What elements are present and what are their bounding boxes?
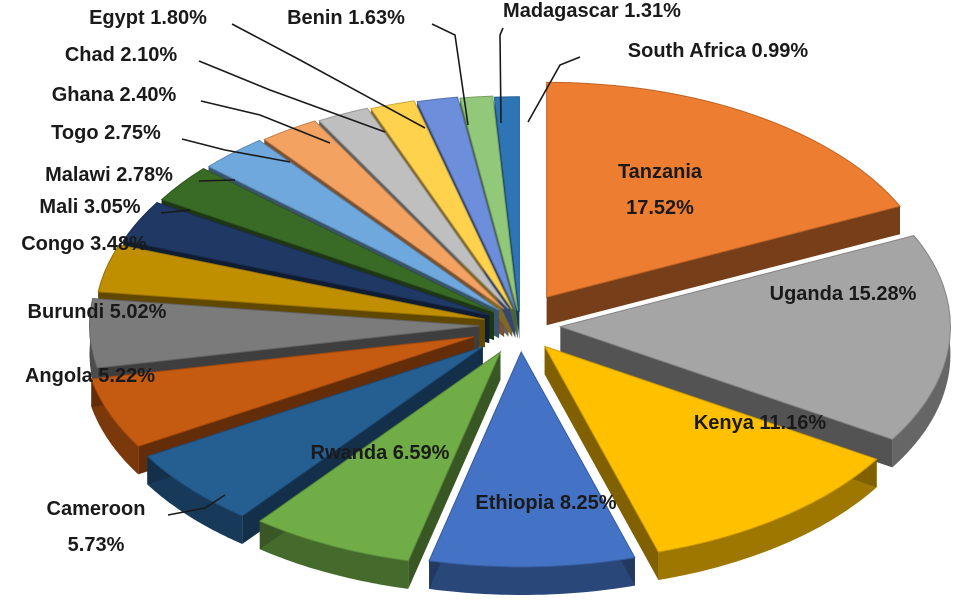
slice-benin — [416, 96, 516, 310]
leader-line-cameroon — [167, 494, 226, 516]
leader-line-egypt — [231, 23, 426, 129]
label-uganda: Uganda 15.28% — [770, 283, 917, 305]
slice-burundi — [89, 297, 480, 369]
label-ethiopia: Ethiopia 8.25% — [475, 492, 616, 514]
slice-side-rwanda — [259, 521, 409, 589]
slice-madagascar — [459, 95, 519, 311]
slice-wall-uganda-1 — [560, 326, 893, 468]
leader-lines — [160, 23, 581, 516]
label-south-africa: South Africa 0.99% — [628, 40, 809, 62]
slice-side-kenya — [658, 459, 877, 580]
slice-chad — [318, 107, 509, 310]
leader-line-malawi — [198, 179, 236, 182]
pie-top-layer — [89, 81, 951, 568]
leader-line-mali — [160, 209, 191, 214]
slice-uganda — [558, 235, 951, 440]
leader-line-madagascar — [499, 27, 504, 124]
slice-cameroon — [146, 346, 484, 517]
slice-wall-rwanda-0 — [408, 352, 501, 589]
label-congo: Congo 3.48% — [21, 233, 147, 255]
slice-ethiopia — [428, 350, 636, 568]
label-togo: Togo 2.75% — [51, 122, 161, 144]
label-chad: Chad 2.10% — [65, 44, 177, 66]
leader-line-south-africa — [527, 56, 581, 123]
label-benin: Benin 1.63% — [287, 7, 405, 29]
label-rwanda: Rwanda 6.59% — [311, 442, 450, 464]
label-egypt: Egypt 1.80% — [89, 7, 207, 29]
slice-side-cameroon — [147, 456, 243, 544]
slice-kenya — [543, 345, 878, 553]
slice-tanzania — [546, 81, 901, 298]
slice-wall-kenya-1 — [544, 346, 659, 580]
label-tanzania: Tanzania 17.52% — [618, 161, 703, 219]
slice-side-ethiopia — [429, 557, 635, 595]
label-malawi: Malawi 2.78% — [45, 164, 173, 186]
label-mali: Mali 3.05% — [39, 196, 140, 218]
label-kenya: Kenya 11.16% — [694, 412, 827, 434]
label-burundi: Burundi 5.02% — [28, 301, 167, 323]
leader-line-ghana — [200, 100, 331, 144]
slice-rwanda — [258, 350, 502, 562]
data-labels: Tanzania 17.52% Uganda 15.28% Kenya 11.16% E… — [21, 0, 916, 556]
slice-mali — [122, 202, 490, 316]
slice-malawi — [160, 168, 495, 313]
leader-line-benin — [431, 23, 469, 126]
slice-angola — [90, 336, 474, 447]
slice-wall-tanzania-1 — [546, 206, 900, 326]
leader-line-togo — [181, 138, 291, 163]
label-angola: Angola 5.22% — [25, 365, 155, 387]
slice-ghana — [263, 120, 505, 310]
label-ghana: Ghana 2.40% — [52, 84, 177, 106]
label-madagascar: Madagascar 1.31% — [503, 0, 681, 22]
leader-line-chad — [198, 60, 386, 133]
slice-egypt — [370, 100, 513, 310]
label-cameroon: Cameroon 5.73% — [47, 498, 146, 556]
slice-south-africa — [493, 96, 520, 312]
slice-togo — [207, 139, 500, 311]
slice-congo — [97, 244, 486, 320]
slice-side-angola — [91, 378, 139, 475]
